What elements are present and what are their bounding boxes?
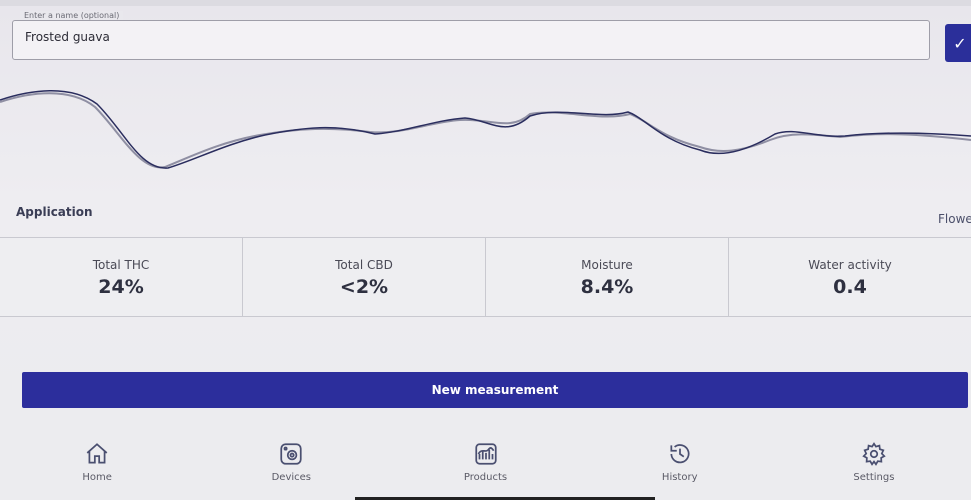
metric-value: 0.4 xyxy=(833,276,867,298)
products-icon xyxy=(472,440,500,468)
nav-item-history[interactable]: History xyxy=(583,440,777,500)
nav-item-products[interactable]: Products xyxy=(388,440,582,500)
home-icon xyxy=(83,440,111,468)
home-indicator xyxy=(355,497,655,500)
device-icon xyxy=(277,440,305,468)
metric-cbd: Total CBD <2% xyxy=(243,238,486,316)
application-type[interactable]: Flowe xyxy=(938,212,971,226)
metric-label: Water activity xyxy=(808,258,892,272)
nav-label-home: Home xyxy=(82,472,112,483)
nav-label-history: History xyxy=(661,472,698,483)
history-icon xyxy=(666,440,694,468)
name-input-legend: Enter a name (optional) xyxy=(20,11,124,20)
name-input-value[interactable]: Frosted guava xyxy=(25,30,110,44)
metric-moisture: Moisture 8.4% xyxy=(486,238,729,316)
metric-label: Moisture xyxy=(581,258,633,272)
nav-label-products: Products xyxy=(463,472,508,483)
spectrum-reference-line xyxy=(0,92,971,169)
nav-item-devices[interactable]: Devices xyxy=(194,440,388,500)
metric-water-activity: Water activity 0.4 xyxy=(729,238,971,316)
nav-label-settings: Settings xyxy=(853,472,895,483)
metric-label: Total THC xyxy=(92,258,150,272)
top-edge xyxy=(0,0,971,6)
check-icon: ✓ xyxy=(953,33,967,53)
bottom-nav: Home Devices Products History xyxy=(0,440,971,500)
metric-label: Total CBD xyxy=(335,258,393,272)
nav-label-devices: Devices xyxy=(271,472,312,483)
metric-value: 8.4% xyxy=(580,276,634,298)
metrics-row: Total THC 24% Total CBD <2% Moisture 8.4… xyxy=(0,237,971,317)
metric-thc: Total THC 24% xyxy=(0,238,243,316)
gear-icon xyxy=(860,440,888,468)
application-label: Application xyxy=(16,205,93,219)
metric-value: 24% xyxy=(98,276,144,298)
spectrum-measured-line xyxy=(0,90,971,169)
nav-item-settings[interactable]: Settings xyxy=(777,440,971,500)
nav-item-home[interactable]: Home xyxy=(0,440,194,500)
metric-value: <2% xyxy=(339,276,389,298)
name-input[interactable]: Frosted guava xyxy=(12,20,930,60)
confirm-button[interactable]: ✓ xyxy=(945,24,971,62)
new-measurement-button[interactable]: New measurement xyxy=(22,372,968,408)
spectrum-chart xyxy=(0,90,971,169)
